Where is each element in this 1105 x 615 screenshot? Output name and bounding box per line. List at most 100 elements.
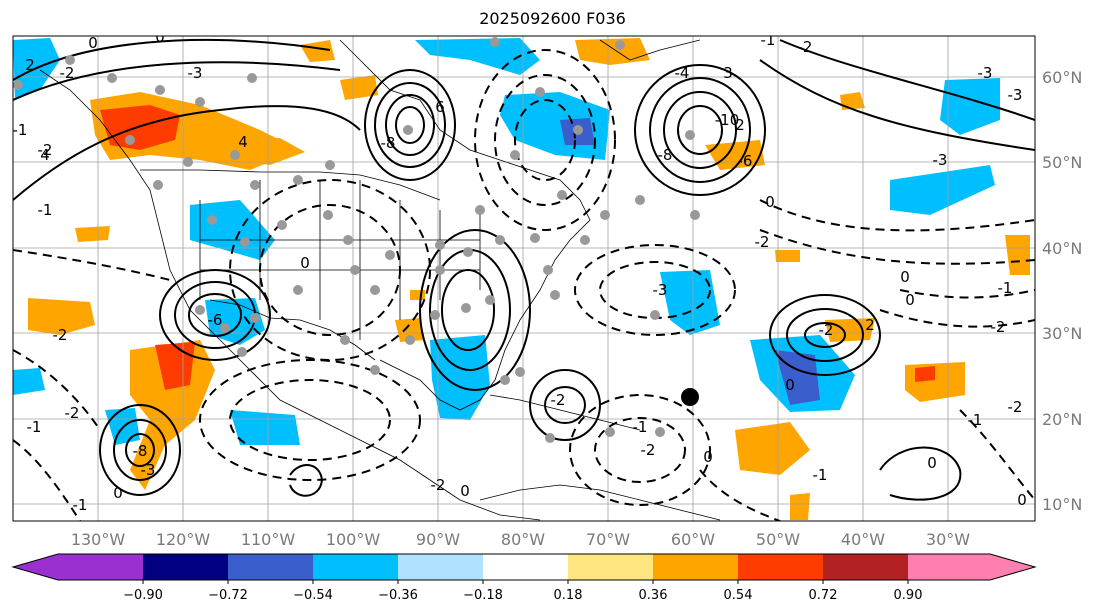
contour-label: 4 [40, 146, 50, 164]
contour-high-1 [385, 94, 435, 156]
station-dot [183, 157, 193, 167]
station-dot [435, 265, 445, 275]
shade-orange-region [340, 75, 378, 100]
station-dot [65, 55, 75, 65]
colorbar-right-extension [990, 554, 1035, 580]
dashed-low-3 [514, 99, 576, 181]
shade-blue-region [190, 200, 275, 260]
border-us-mexico [209, 299, 376, 361]
station-dot [277, 220, 287, 230]
longitude-label: 30°W [926, 530, 970, 549]
station-dot [655, 427, 665, 437]
station-dot [495, 235, 505, 245]
map-area: 0 0 -2 -3 4 2 -1 -2 3 2 -1 6 -8 -1 -4 -1… [13, 34, 1035, 521]
shade-red-region [100, 105, 180, 150]
colorbar-tick-label: −0.36 [378, 588, 418, 603]
colorbar-tick-label: −0.72 [208, 588, 248, 603]
dashed-low-3 [494, 74, 596, 206]
colorbar-tick-label: 0.72 [809, 588, 838, 603]
shade-orange-region [300, 40, 335, 62]
station-dot [690, 210, 700, 220]
contour-label: -1 [968, 411, 983, 429]
station-dot [530, 233, 540, 243]
contour-high-5 [113, 419, 167, 481]
contour-high-1 [374, 82, 446, 168]
contour-label: -1 [813, 466, 828, 484]
contour-label: -2 [798, 38, 813, 56]
contour-high-4 [159, 269, 271, 361]
contour-label: -2 [641, 441, 656, 459]
station-dot [600, 210, 610, 220]
longitude-label: 50°W [756, 530, 800, 549]
station-dot [125, 135, 135, 145]
longitude-label: 40°W [841, 530, 885, 549]
latitude-label: 20°N [1042, 410, 1082, 429]
contour-label: -8 [133, 442, 148, 460]
station-dot [435, 240, 445, 250]
station-dot [403, 125, 413, 135]
station-dot [155, 85, 165, 95]
contour-label: 0 [113, 484, 123, 502]
latitude-label: 40°N [1042, 239, 1082, 258]
station-dot [485, 295, 495, 305]
colorbar-segment [738, 554, 823, 580]
border-us-canada [140, 169, 441, 201]
contour-label: 3 [723, 64, 733, 82]
longitude-label: 60°W [671, 530, 715, 549]
station-dot [550, 290, 560, 300]
colorbar-segment [823, 554, 908, 580]
contour-label: 0 [905, 291, 915, 309]
dashed-line [13, 349, 101, 431]
contour-high-3 [441, 269, 495, 351]
latitude-label: 50°N [1042, 153, 1082, 172]
station-dot [293, 285, 303, 295]
station-dot [430, 310, 440, 320]
contour-label: -4 [675, 64, 690, 82]
contour-label: -10 [715, 111, 740, 129]
longitude-label: 130°W [71, 530, 126, 549]
shade-orange-region [735, 422, 810, 475]
contour-high-2 [649, 77, 751, 183]
contour-label: -3 [141, 461, 156, 479]
shade-red-region [915, 366, 935, 382]
contour-high-2 [634, 64, 766, 196]
contour-high-1 [364, 69, 456, 181]
contour-label: 0 [88, 34, 98, 52]
contour-label: -3 [1008, 86, 1023, 104]
shade-orange-region [395, 318, 425, 342]
shade-red-region [155, 342, 195, 390]
contour-label: 0 [785, 376, 795, 394]
station-dot [237, 347, 247, 357]
contour-label: 0 [460, 482, 470, 500]
longitude-label: 90°W [416, 530, 460, 549]
shade-blue-region [940, 78, 1000, 135]
contour-high-5 [99, 404, 181, 496]
contour-label: -3 [653, 281, 668, 299]
contour-label: 2 [735, 116, 745, 134]
dashed-line [759, 199, 1035, 232]
dashed-line [899, 289, 1035, 299]
colorbar-tick-labels: −0.90 −0.72 −0.54 −0.36 −0.18 0.18 0.36 … [123, 588, 922, 603]
contour-high-5 [125, 433, 155, 467]
colorbar-segment [143, 554, 228, 580]
contour-label: 0 [765, 193, 775, 211]
colorbar-segment [313, 554, 398, 580]
colorbar-tick-label: 0.18 [554, 588, 583, 603]
contour-line-south [879, 446, 962, 501]
colorbar-tick-label: 0.54 [724, 588, 753, 603]
contour-high-6 [769, 294, 881, 376]
contour-label: -1 [38, 201, 53, 219]
station-dot [370, 285, 380, 295]
station-dot [580, 235, 590, 245]
contour-label: -1 [73, 496, 88, 514]
contour-label: 2 [865, 316, 875, 334]
dashed-line [699, 469, 781, 521]
dashed-line [759, 229, 1035, 265]
contour-label: -3 [188, 64, 203, 82]
southamerica-coast [479, 484, 721, 521]
station-dot [107, 73, 117, 83]
station-dot [195, 305, 205, 315]
dashed-low-4 [259, 204, 401, 336]
contour-label: -1 [633, 418, 648, 436]
colorbar: −0.90 −0.72 −0.54 −0.36 −0.18 0.18 0.36 … [11, 553, 1037, 603]
